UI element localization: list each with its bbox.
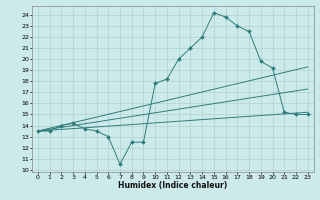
X-axis label: Humidex (Indice chaleur): Humidex (Indice chaleur) bbox=[118, 181, 228, 190]
